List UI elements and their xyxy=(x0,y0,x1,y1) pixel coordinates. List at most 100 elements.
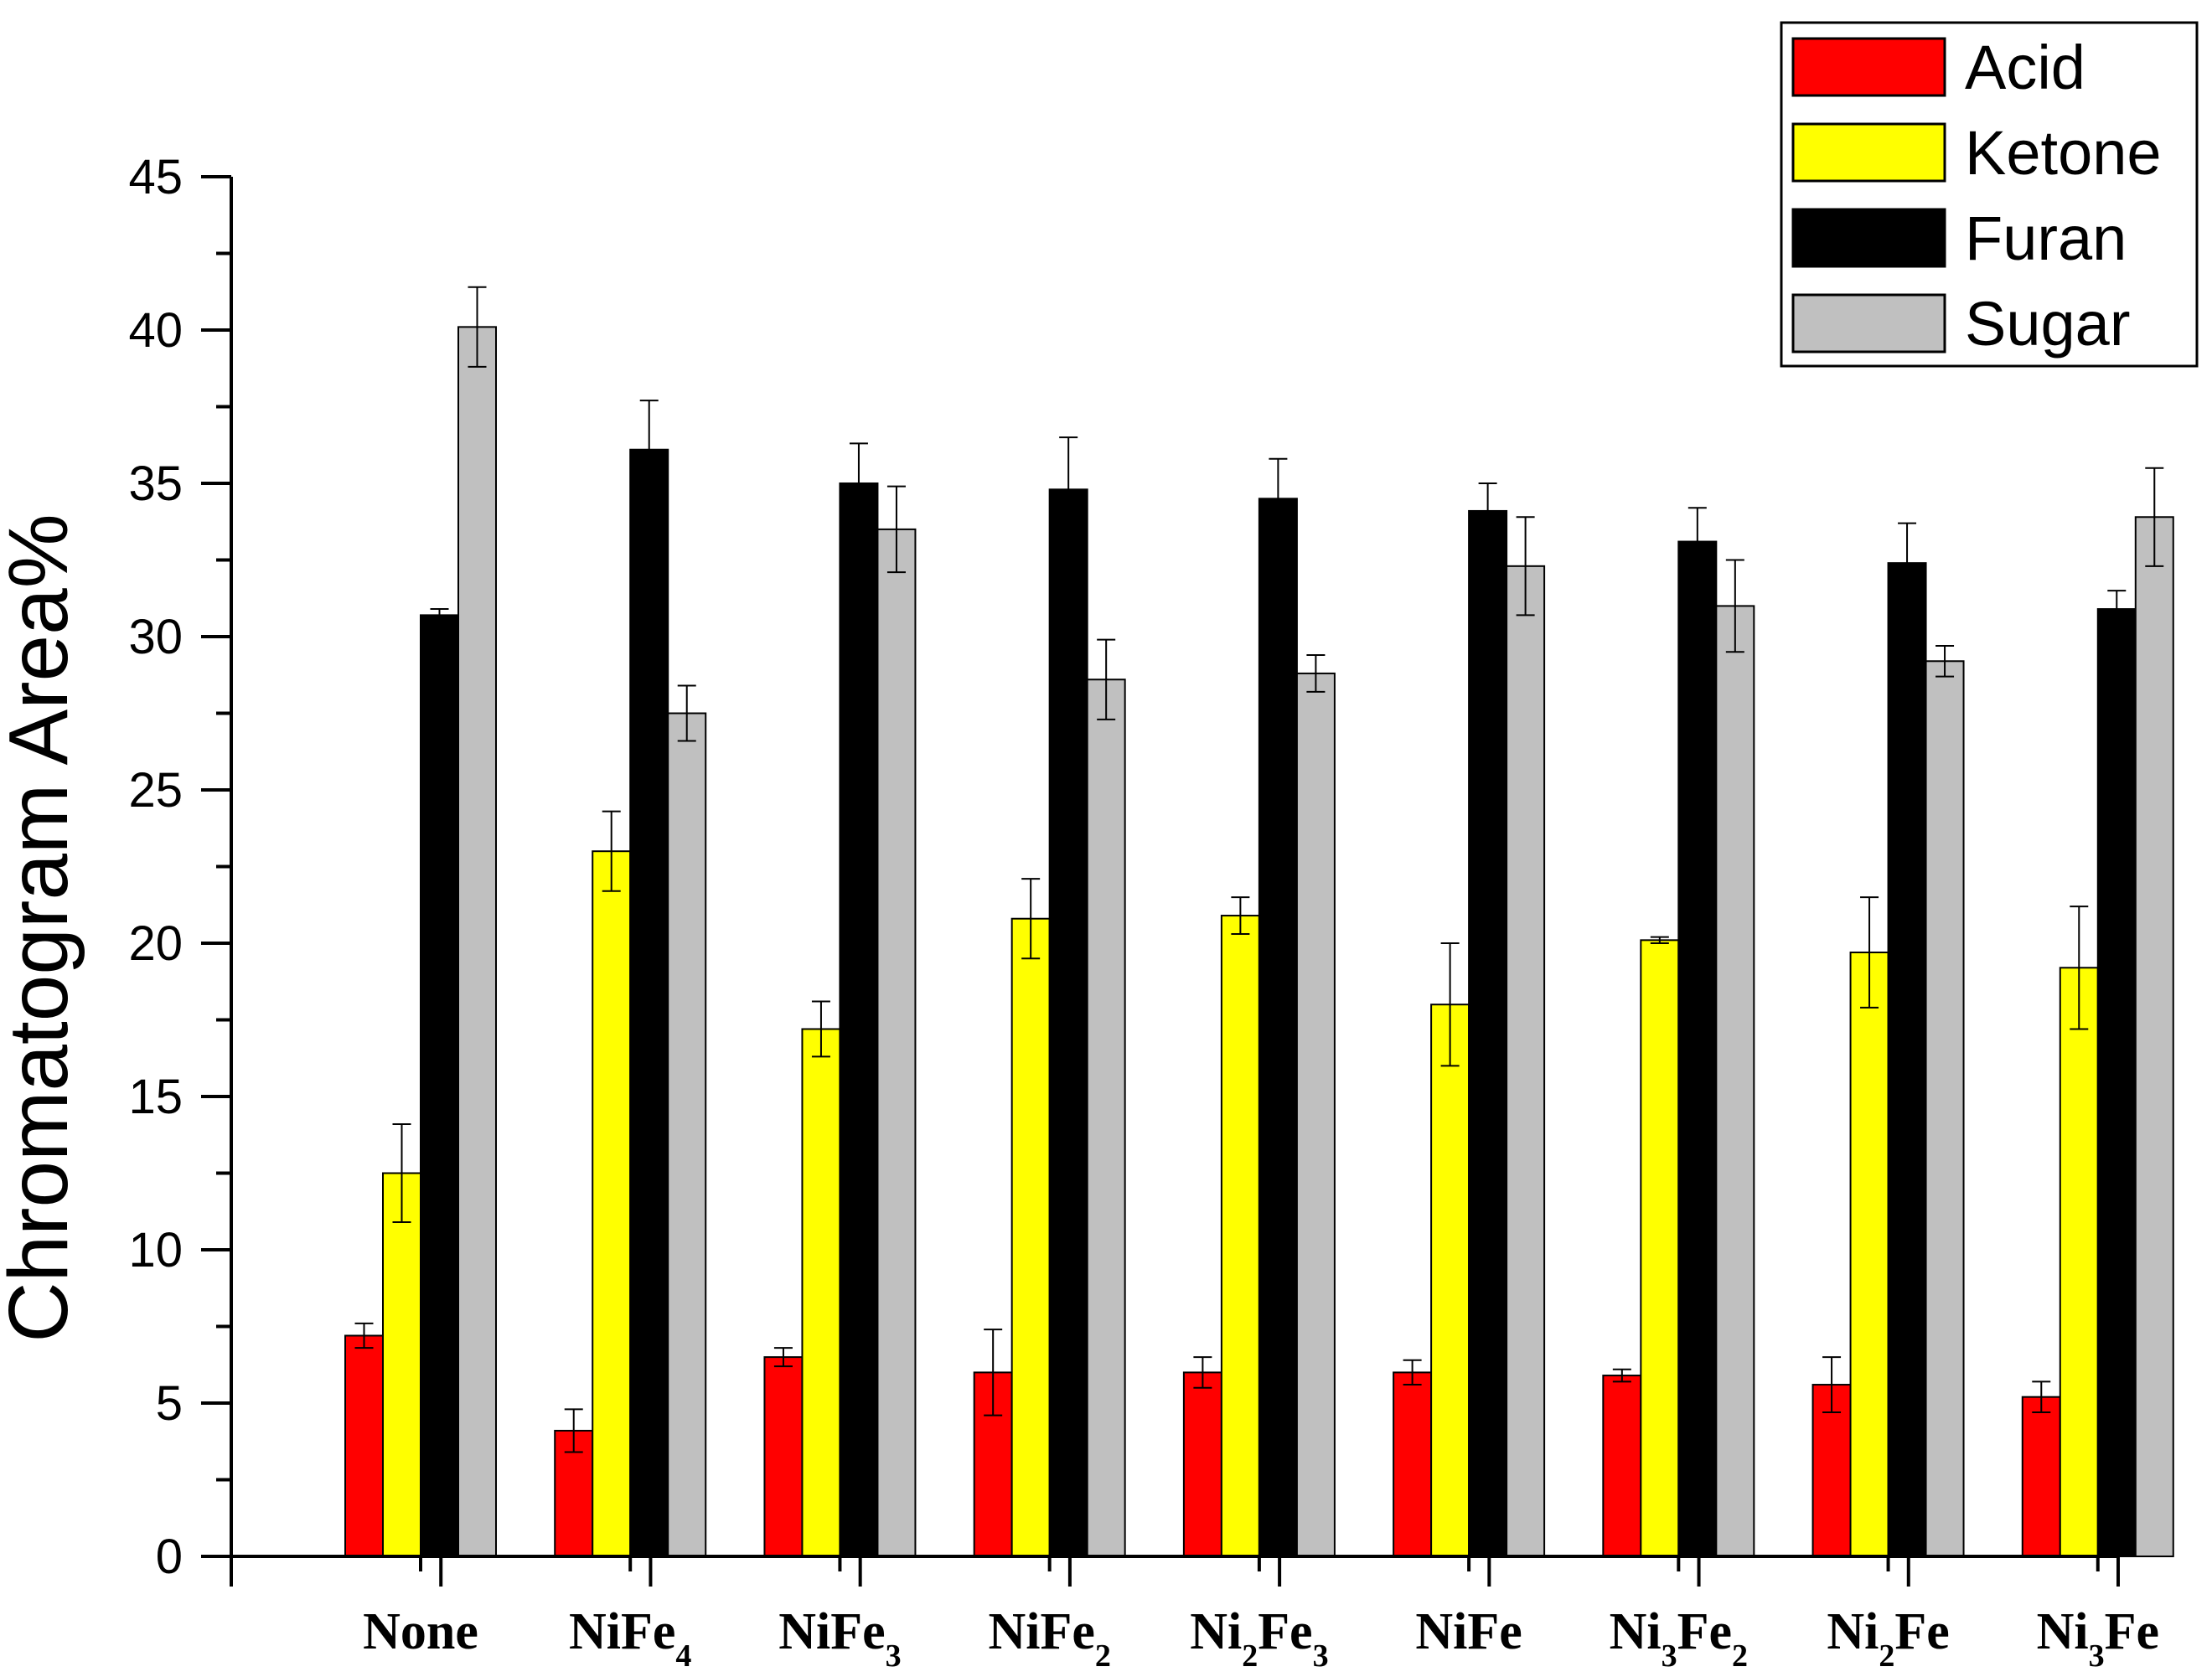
y-tick-label: 10 xyxy=(128,1223,183,1277)
error-bar-furan-nife4 xyxy=(639,400,659,500)
error-bar-ketone-ni2fe3 xyxy=(1231,896,1250,936)
error-bar-ketone-nife3 xyxy=(811,1000,830,1058)
error-bar-acid-ni2fe3 xyxy=(1193,1356,1212,1389)
legend: Acid Ketone Furan Sugar xyxy=(1780,21,2199,368)
error-bar-acid-ni2fe xyxy=(1822,1356,1842,1413)
bar-sugar-nife4 xyxy=(667,712,707,1557)
bar-furan-nife3 xyxy=(839,482,879,1557)
bar-acid-ni3fe xyxy=(2021,1396,2061,1558)
error-bar-acid-ni3fe xyxy=(2032,1380,2051,1413)
x-tick-label-nife3: NiFe3 xyxy=(778,1603,901,1674)
bar-acid-ni2fe3 xyxy=(1182,1371,1222,1558)
error-bar-sugar-ni3fe xyxy=(2145,467,2164,567)
error-bar-furan-nife2 xyxy=(1059,436,1078,543)
bar-furan-nife xyxy=(1468,509,1508,1558)
bar-ketone-ni2fe xyxy=(1849,951,1889,1557)
error-bar-furan-ni2fe3 xyxy=(1269,457,1288,539)
error-bar-furan-ni2fe xyxy=(1898,522,1917,604)
bar-sugar-ni2fe3 xyxy=(1295,672,1336,1557)
error-bar-sugar-ni3fe2 xyxy=(1725,559,1744,653)
legend-swatch-sugar xyxy=(1791,293,1946,353)
error-bar-sugar-nife4 xyxy=(677,684,696,742)
bar-furan-ni3fe2 xyxy=(1677,540,1718,1557)
error-bar-acid-nife4 xyxy=(564,1408,583,1453)
bar-sugar-ni2fe xyxy=(1925,660,1965,1557)
x-tick-label-ni3fe2: Ni3Fe2 xyxy=(1610,1603,1748,1674)
error-bar-sugar-ni2fe xyxy=(1936,644,1955,678)
error-bar-ketone-nife2 xyxy=(1021,878,1041,960)
error-bar-ketone-nife xyxy=(1440,942,1460,1067)
bar-acid-ni3fe2 xyxy=(1602,1375,1642,1558)
y-tick-label: 0 xyxy=(156,1530,183,1584)
bar-ketone-nife3 xyxy=(801,1028,841,1557)
y-tick-label: 45 xyxy=(128,150,183,204)
bar-acid-nife xyxy=(1393,1371,1433,1558)
legend-label-sugar: Sugar xyxy=(1965,289,2130,359)
error-bar-ketone-ni3fe2 xyxy=(1650,936,1669,944)
y-axis-label: Chromatogram Area% xyxy=(0,513,85,1342)
error-bar-acid-nife2 xyxy=(984,1329,1003,1416)
legend-swatch-furan xyxy=(1791,208,1946,268)
bar-sugar-nife3 xyxy=(876,528,917,1557)
legend-swatch-acid xyxy=(1791,37,1946,97)
bar-sugar-ni3fe xyxy=(2134,516,2174,1557)
x-tick-label-nife2: NiFe2 xyxy=(988,1603,1110,1674)
bar-ketone-ni3fe xyxy=(2059,967,2099,1557)
y-tick-label: 40 xyxy=(128,303,183,358)
axes-layer: 0 5 10 15 20 25 30 35 40 45 None NiFe4 NiFe3 NiFe2 Ni2… xyxy=(128,150,2158,1674)
bar-furan-none xyxy=(420,614,459,1557)
legend-swatch-ketone xyxy=(1791,122,1946,183)
error-bar-furan-ni3fe2 xyxy=(1687,507,1707,576)
error-bar-sugar-nife xyxy=(1516,516,1535,617)
bar-furan-ni2fe xyxy=(1887,562,1927,1557)
error-bar-sugar-nife2 xyxy=(1097,638,1116,720)
bar-ketone-ni3fe2 xyxy=(1640,939,1680,1557)
bar-furan-nife2 xyxy=(1048,488,1088,1558)
bar-ketone-nife2 xyxy=(1010,917,1051,1557)
y-tick-label: 5 xyxy=(156,1376,183,1431)
bar-ketone-nife xyxy=(1430,1004,1470,1557)
error-bar-sugar-ni2fe3 xyxy=(1306,653,1326,693)
bar-ketone-nife4 xyxy=(592,850,632,1557)
x-tick-label-none: None xyxy=(363,1603,478,1660)
legend-label-ketone: Ketone xyxy=(1965,118,2162,188)
bar-furan-ni3fe xyxy=(2096,608,2137,1557)
legend-label-furan: Furan xyxy=(1965,204,2127,273)
y-tick-label: 15 xyxy=(128,1070,183,1124)
bar-acid-nife3 xyxy=(763,1356,804,1557)
error-bar-furan-nife xyxy=(1478,482,1497,539)
bar-sugar-nife xyxy=(1506,565,1546,1558)
x-tick-label-ni2fe3: Ni2Fe3 xyxy=(1190,1603,1328,1674)
x-tick-label-ni2fe: Ni2Fe xyxy=(1827,1603,1949,1674)
error-bar-acid-nife xyxy=(1403,1359,1422,1386)
error-bar-furan-none xyxy=(430,608,449,622)
x-tick-label-nife4: NiFe4 xyxy=(569,1603,691,1674)
bar-furan-nife4 xyxy=(629,448,669,1557)
error-bar-furan-ni3fe xyxy=(2107,590,2127,629)
error-bar-ketone-ni3fe xyxy=(2070,906,2089,1030)
y-tick-label: 20 xyxy=(128,916,183,971)
error-bar-acid-none xyxy=(354,1322,374,1349)
error-bar-ketone-none xyxy=(392,1122,411,1224)
error-bar-acid-ni3fe2 xyxy=(1612,1368,1631,1383)
y-tick-label: 25 xyxy=(128,763,183,818)
bar-ketone-ni2fe3 xyxy=(1220,915,1260,1558)
bar-furan-ni2fe3 xyxy=(1258,498,1298,1557)
bar-acid-none xyxy=(344,1334,384,1557)
error-bar-acid-nife3 xyxy=(773,1347,793,1368)
error-bar-sugar-nife3 xyxy=(886,485,906,574)
x-tick-label-ni3fe: Ni3Fe xyxy=(2037,1603,2159,1674)
bar-sugar-none xyxy=(457,326,497,1558)
bars-layer xyxy=(344,286,2174,1558)
error-bar-sugar-none xyxy=(468,286,487,368)
legend-label-acid: Acid xyxy=(1965,33,2085,102)
y-tick-label: 30 xyxy=(128,610,183,664)
x-tick-label-nife: NiFe xyxy=(1415,1603,1522,1660)
y-tick-label: 35 xyxy=(128,457,183,511)
error-bar-ketone-nife4 xyxy=(602,810,621,892)
error-bar-ketone-ni2fe xyxy=(1860,896,1879,1009)
bar-sugar-ni3fe2 xyxy=(1715,605,1755,1557)
bar-sugar-nife2 xyxy=(1086,679,1126,1557)
error-bar-furan-nife3 xyxy=(849,442,868,524)
